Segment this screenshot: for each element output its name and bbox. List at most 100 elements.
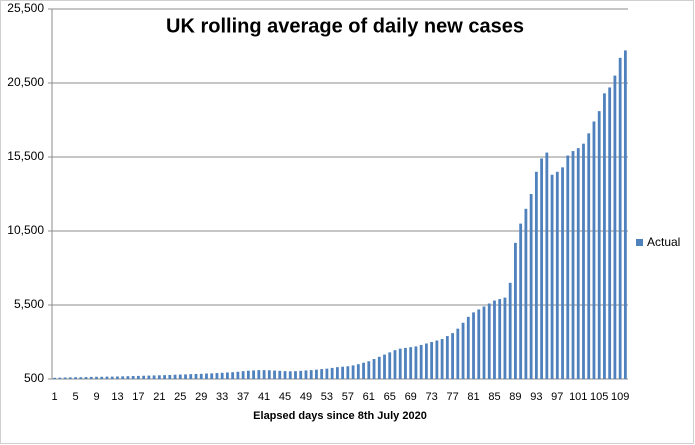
bar bbox=[623, 50, 627, 379]
bar bbox=[152, 375, 156, 379]
x-tick-label: 69 bbox=[405, 391, 417, 403]
x-tick-label: 85 bbox=[488, 391, 500, 403]
legend-swatch bbox=[636, 239, 643, 246]
x-tick-label: 29 bbox=[195, 391, 207, 403]
bar bbox=[409, 347, 413, 379]
bar bbox=[184, 374, 187, 379]
bar bbox=[89, 376, 93, 379]
bar bbox=[110, 376, 114, 379]
bar bbox=[315, 369, 318, 379]
bar bbox=[597, 111, 601, 380]
bar bbox=[320, 369, 324, 379]
bar bbox=[330, 367, 334, 379]
x-tick-label: 33 bbox=[216, 391, 228, 403]
bar bbox=[618, 57, 622, 380]
x-tick-label: 53 bbox=[321, 391, 333, 403]
bar bbox=[534, 171, 538, 379]
y-tick-label: 500 bbox=[24, 371, 44, 385]
bar bbox=[325, 368, 329, 379]
bar bbox=[131, 376, 135, 379]
bar bbox=[582, 143, 585, 379]
bar bbox=[79, 377, 83, 379]
bar bbox=[58, 377, 62, 379]
bar bbox=[205, 373, 208, 379]
bar bbox=[267, 370, 271, 379]
bar bbox=[435, 340, 439, 379]
x-tick-label: 81 bbox=[467, 391, 479, 403]
bar bbox=[576, 148, 580, 379]
bar bbox=[105, 376, 109, 379]
y-tick-label: 25,500 bbox=[7, 1, 44, 15]
x-tick-label: 21 bbox=[153, 391, 165, 403]
bar bbox=[178, 374, 182, 379]
bar bbox=[482, 306, 486, 379]
bar bbox=[137, 375, 140, 379]
bar bbox=[503, 297, 507, 379]
x-axis-title: Elapsed days since 8th July 2020 bbox=[253, 410, 427, 422]
bar bbox=[383, 354, 386, 379]
bar bbox=[487, 303, 491, 379]
bar bbox=[241, 371, 245, 379]
bar bbox=[498, 299, 502, 379]
bar bbox=[540, 158, 543, 379]
bar bbox=[299, 370, 303, 379]
bar bbox=[440, 339, 444, 379]
bar bbox=[372, 359, 376, 379]
x-tick-label: 37 bbox=[237, 391, 249, 403]
bar bbox=[273, 370, 276, 379]
bar bbox=[508, 282, 512, 379]
bar bbox=[168, 375, 172, 379]
bar bbox=[461, 322, 465, 379]
y-tick-label: 20,500 bbox=[7, 75, 44, 89]
x-tick-label: 41 bbox=[258, 391, 270, 403]
y-tick-label: 15,500 bbox=[7, 149, 44, 163]
bar bbox=[226, 372, 229, 379]
bar bbox=[309, 370, 313, 379]
x-tick-label: 89 bbox=[509, 391, 521, 403]
bar bbox=[356, 364, 360, 379]
bar bbox=[393, 350, 397, 379]
bar bbox=[566, 155, 570, 379]
bar bbox=[74, 377, 77, 379]
bar bbox=[529, 194, 533, 379]
bar bbox=[100, 376, 104, 379]
y-tick-label: 5,500 bbox=[14, 297, 44, 311]
bar bbox=[341, 366, 345, 379]
bar bbox=[121, 376, 125, 379]
bar bbox=[147, 375, 151, 379]
bar bbox=[592, 121, 596, 379]
x-tick-label: 1 bbox=[52, 391, 58, 403]
bar bbox=[346, 366, 350, 379]
bar bbox=[414, 346, 418, 379]
bar bbox=[173, 374, 177, 379]
bar bbox=[456, 328, 460, 379]
bar bbox=[388, 352, 392, 379]
bar bbox=[68, 377, 72, 379]
bar bbox=[451, 333, 454, 379]
bar bbox=[53, 377, 57, 379]
bar bbox=[587, 133, 591, 379]
x-tick-label: 25 bbox=[174, 391, 186, 403]
bar bbox=[220, 372, 224, 379]
bar bbox=[519, 223, 523, 379]
x-tick-label: 61 bbox=[363, 391, 375, 403]
bar bbox=[189, 374, 193, 379]
bar bbox=[367, 361, 371, 379]
bar bbox=[116, 376, 119, 379]
bar bbox=[430, 342, 434, 379]
bar bbox=[335, 367, 339, 379]
bar bbox=[252, 370, 255, 379]
x-tick-label: 97 bbox=[551, 391, 563, 403]
bar bbox=[419, 344, 423, 379]
x-tick-label: 77 bbox=[446, 391, 458, 403]
bar bbox=[288, 371, 292, 379]
bar bbox=[163, 375, 166, 379]
bar bbox=[236, 371, 240, 379]
bar bbox=[294, 371, 297, 379]
bar bbox=[545, 152, 549, 379]
bar bbox=[555, 171, 559, 379]
x-tick-label: 13 bbox=[111, 391, 123, 403]
bar bbox=[262, 370, 266, 379]
bar bbox=[84, 377, 88, 379]
x-tick-label: 105 bbox=[590, 391, 608, 403]
